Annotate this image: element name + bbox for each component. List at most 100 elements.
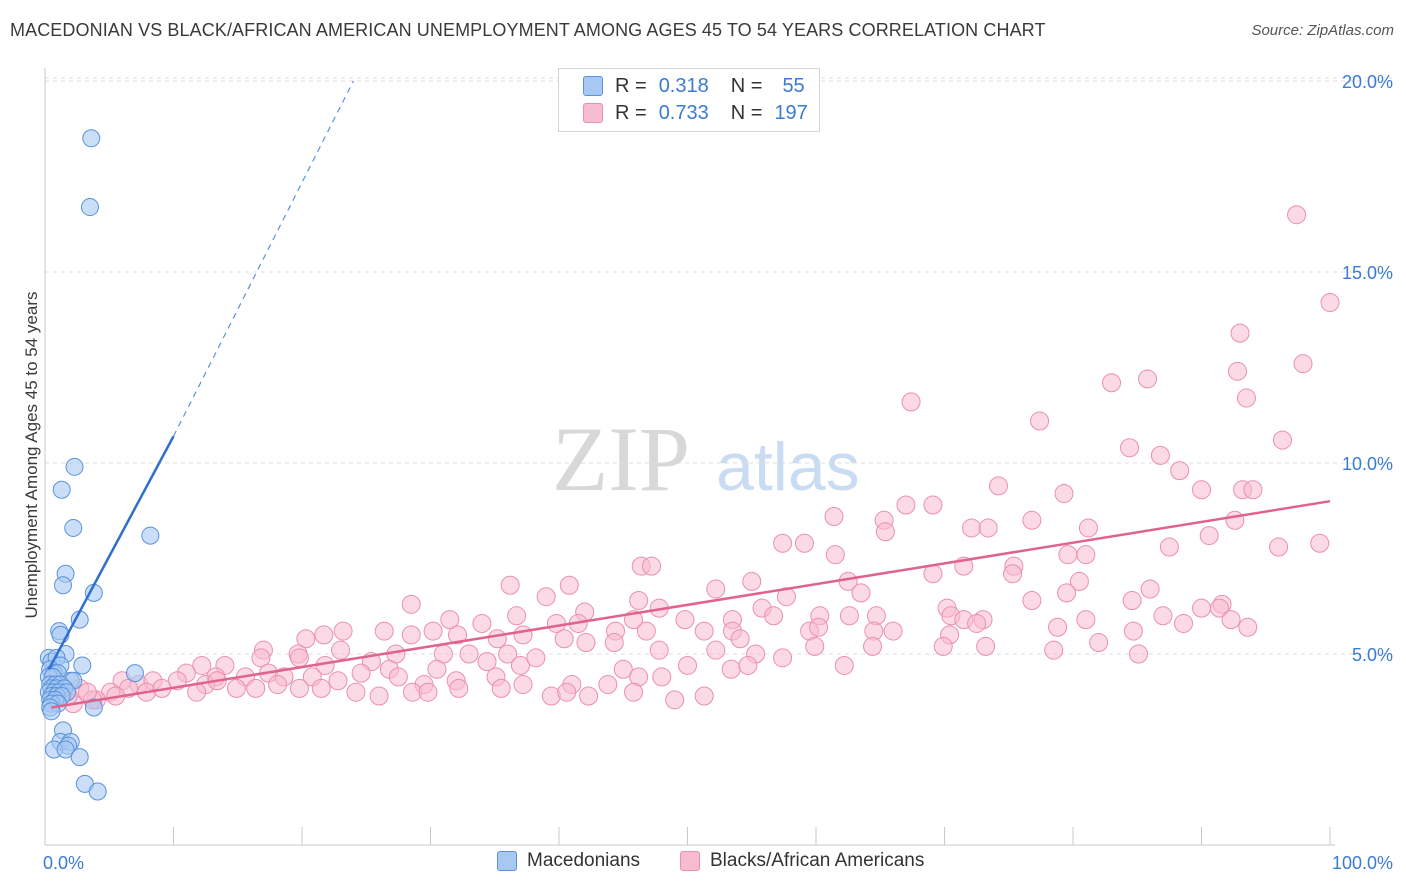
- data-point-blacks: [875, 522, 895, 542]
- legend-n-label: N =: [730, 101, 763, 124]
- data-point-blacks: [933, 636, 953, 656]
- data-point-blacks: [1123, 621, 1143, 641]
- data-point-blacks: [824, 506, 844, 526]
- data-point-blacks: [1030, 411, 1050, 431]
- data-point-blacks: [613, 659, 633, 679]
- legend-swatch-macedonians: [583, 76, 603, 96]
- legend-r-value: 0.733: [658, 101, 709, 124]
- data-point-blacks: [1159, 537, 1179, 557]
- data-point-blacks: [289, 678, 309, 698]
- data-point-blacks: [1221, 610, 1241, 630]
- data-point-blacks: [652, 667, 672, 687]
- data-point-blacks: [333, 621, 353, 641]
- data-point-blacks: [1120, 438, 1140, 458]
- y-tick-label: 5.0%: [1352, 645, 1393, 665]
- data-point-blacks: [559, 575, 579, 595]
- data-point-blacks: [604, 633, 624, 653]
- data-point-blacks: [1129, 644, 1149, 664]
- axes: [44, 68, 1335, 846]
- data-point-blacks: [978, 518, 998, 538]
- data-point-blacks: [510, 655, 530, 675]
- data-point-blacks: [296, 629, 316, 649]
- legend-r-label: R =: [615, 101, 647, 124]
- tick-labels: 5.0% 10.0% 15.0% 20.0% 0.0% 100.0%: [43, 72, 1393, 873]
- data-point-blacks: [805, 636, 825, 656]
- data-point-macedonians: [53, 576, 72, 595]
- data-point-blacks: [328, 671, 348, 691]
- data-point-macedonians: [52, 480, 71, 499]
- data-point-blacks: [988, 476, 1008, 496]
- data-point-macedonians: [64, 518, 83, 537]
- data-point-blacks: [1054, 484, 1074, 504]
- data-point-macedonians: [141, 526, 160, 545]
- data-point-blacks: [1238, 617, 1258, 637]
- data-point-blacks: [976, 636, 996, 656]
- data-point-blacks: [500, 575, 520, 595]
- data-point-blacks: [1022, 591, 1042, 611]
- data-point-blacks: [472, 613, 492, 633]
- data-point-macedonians: [65, 457, 84, 476]
- data-point-macedonians: [80, 198, 99, 217]
- data-point-blacks: [649, 640, 669, 660]
- data-point-blacks: [694, 686, 714, 706]
- chart-title: MACEDONIAN VS BLACK/AFRICAN AMERICAN UNE…: [10, 20, 1046, 40]
- data-point-blacks: [863, 636, 883, 656]
- y-tick-label: 20.0%: [1342, 72, 1393, 92]
- data-point-blacks: [1227, 361, 1247, 381]
- data-point-blacks: [513, 675, 533, 695]
- data-point-blacks: [1078, 518, 1098, 538]
- data-point-blacks: [706, 640, 726, 660]
- data-point-blacks: [459, 644, 479, 664]
- data-point-blacks: [1138, 369, 1158, 389]
- data-point-blacks: [498, 644, 518, 664]
- x-tick-label: 100.0%: [1332, 853, 1393, 873]
- data-point-blacks: [834, 655, 854, 675]
- data-point-blacks: [773, 533, 793, 553]
- data-point-blacks: [351, 663, 371, 683]
- y-axis-label: Unemployment Among Ages 45 to 54 years: [22, 291, 41, 619]
- data-point-blacks: [388, 667, 408, 687]
- data-point-blacks: [694, 621, 714, 641]
- data-point-blacks: [1230, 323, 1250, 343]
- data-point-macedonians: [82, 129, 101, 148]
- data-point-blacks: [809, 617, 829, 637]
- data-point-blacks: [346, 682, 366, 702]
- legend-r-label: R =: [615, 74, 647, 97]
- data-point-blacks: [1320, 293, 1340, 313]
- data-point-blacks: [507, 606, 527, 626]
- data-point-blacks: [1236, 388, 1256, 408]
- data-point-blacks: [289, 648, 309, 668]
- data-point-macedonians: [70, 748, 89, 767]
- data-point-blacks: [1199, 526, 1219, 546]
- data-point-blacks: [636, 621, 656, 641]
- data-point-blacks: [1022, 510, 1042, 530]
- data-point-blacks: [1102, 373, 1122, 393]
- data-point-macedonians: [125, 664, 144, 683]
- data-point-blacks: [1192, 480, 1211, 500]
- data-point-blacks: [1243, 480, 1263, 500]
- data-point-blacks: [825, 545, 845, 565]
- trend-line-macedonians: [47, 435, 175, 670]
- legend-label-blacks: Blacks/African Americans: [710, 850, 925, 871]
- data-point-blacks: [1192, 598, 1211, 618]
- data-point-blacks: [967, 613, 987, 633]
- data-point-blacks: [314, 625, 334, 645]
- data-point-blacks: [526, 648, 546, 668]
- data-point-blacks: [1140, 579, 1160, 599]
- data-point-blacks: [579, 686, 599, 706]
- trend-lines: [47, 80, 1331, 709]
- data-point-blacks: [513, 625, 533, 645]
- data-point-blacks: [1122, 591, 1142, 611]
- data-point-blacks: [554, 629, 574, 649]
- data-point-blacks: [851, 583, 871, 603]
- watermark-zip: ZIP: [552, 408, 690, 510]
- data-point-blacks: [1089, 633, 1109, 653]
- data-point-blacks: [427, 659, 447, 679]
- series-blacks-points: [58, 205, 1340, 714]
- data-point-blacks: [839, 606, 859, 626]
- x-tick-label: 0.0%: [43, 853, 84, 873]
- data-point-blacks: [1287, 205, 1307, 225]
- data-point-blacks: [742, 571, 762, 591]
- data-point-macedonians: [56, 740, 75, 759]
- data-point-blacks: [246, 678, 266, 698]
